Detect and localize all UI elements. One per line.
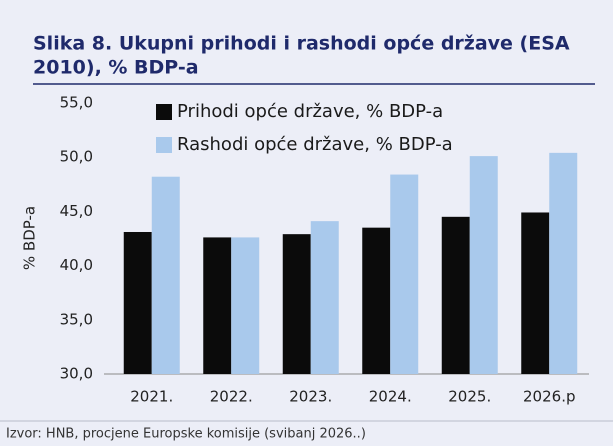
source-note: Izvor: HNB, procjene Europske komisije (…: [6, 427, 366, 442]
x-tick-label: 2026.p: [523, 388, 575, 406]
y-axis-label: % BDP-a: [21, 206, 39, 270]
bar: [549, 152, 578, 374]
y-tick-label: 40,0: [60, 256, 93, 274]
legend-label: Prihodi opće države, % BDP-a: [177, 101, 443, 122]
bar: [362, 227, 391, 374]
y-tick-label: 30,0: [60, 365, 93, 383]
bar: [203, 237, 232, 374]
bar: [521, 212, 550, 374]
legend-swatch: [156, 137, 172, 153]
bar: [151, 176, 180, 374]
bar: [441, 216, 470, 374]
y-tick-label: 55,0: [60, 94, 93, 112]
bar: [390, 174, 419, 374]
x-tick-label: 2024.: [369, 388, 412, 406]
y-tick-label: 35,0: [60, 310, 93, 328]
bar: [310, 221, 339, 374]
y-tick-label: 45,0: [60, 202, 93, 220]
x-tick-label: 2023.: [289, 388, 332, 406]
y-tick-label: 50,0: [60, 148, 93, 166]
bar: [123, 231, 152, 374]
bar: [231, 237, 260, 374]
x-tick-label: 2021.: [130, 388, 173, 406]
legend-label: Rashodi opće države, % BDP-a: [177, 134, 453, 155]
x-tick-label: 2022.: [210, 388, 253, 406]
x-tick-label: 2025.: [448, 388, 491, 406]
chart-title: Slika 8. Ukupni prihodi i rashodi opće d…: [33, 33, 570, 55]
legend-swatch: [156, 104, 172, 120]
bar: [469, 156, 498, 374]
bar: [282, 234, 311, 374]
chart-title: 2010), % BDP-a: [33, 57, 199, 79]
